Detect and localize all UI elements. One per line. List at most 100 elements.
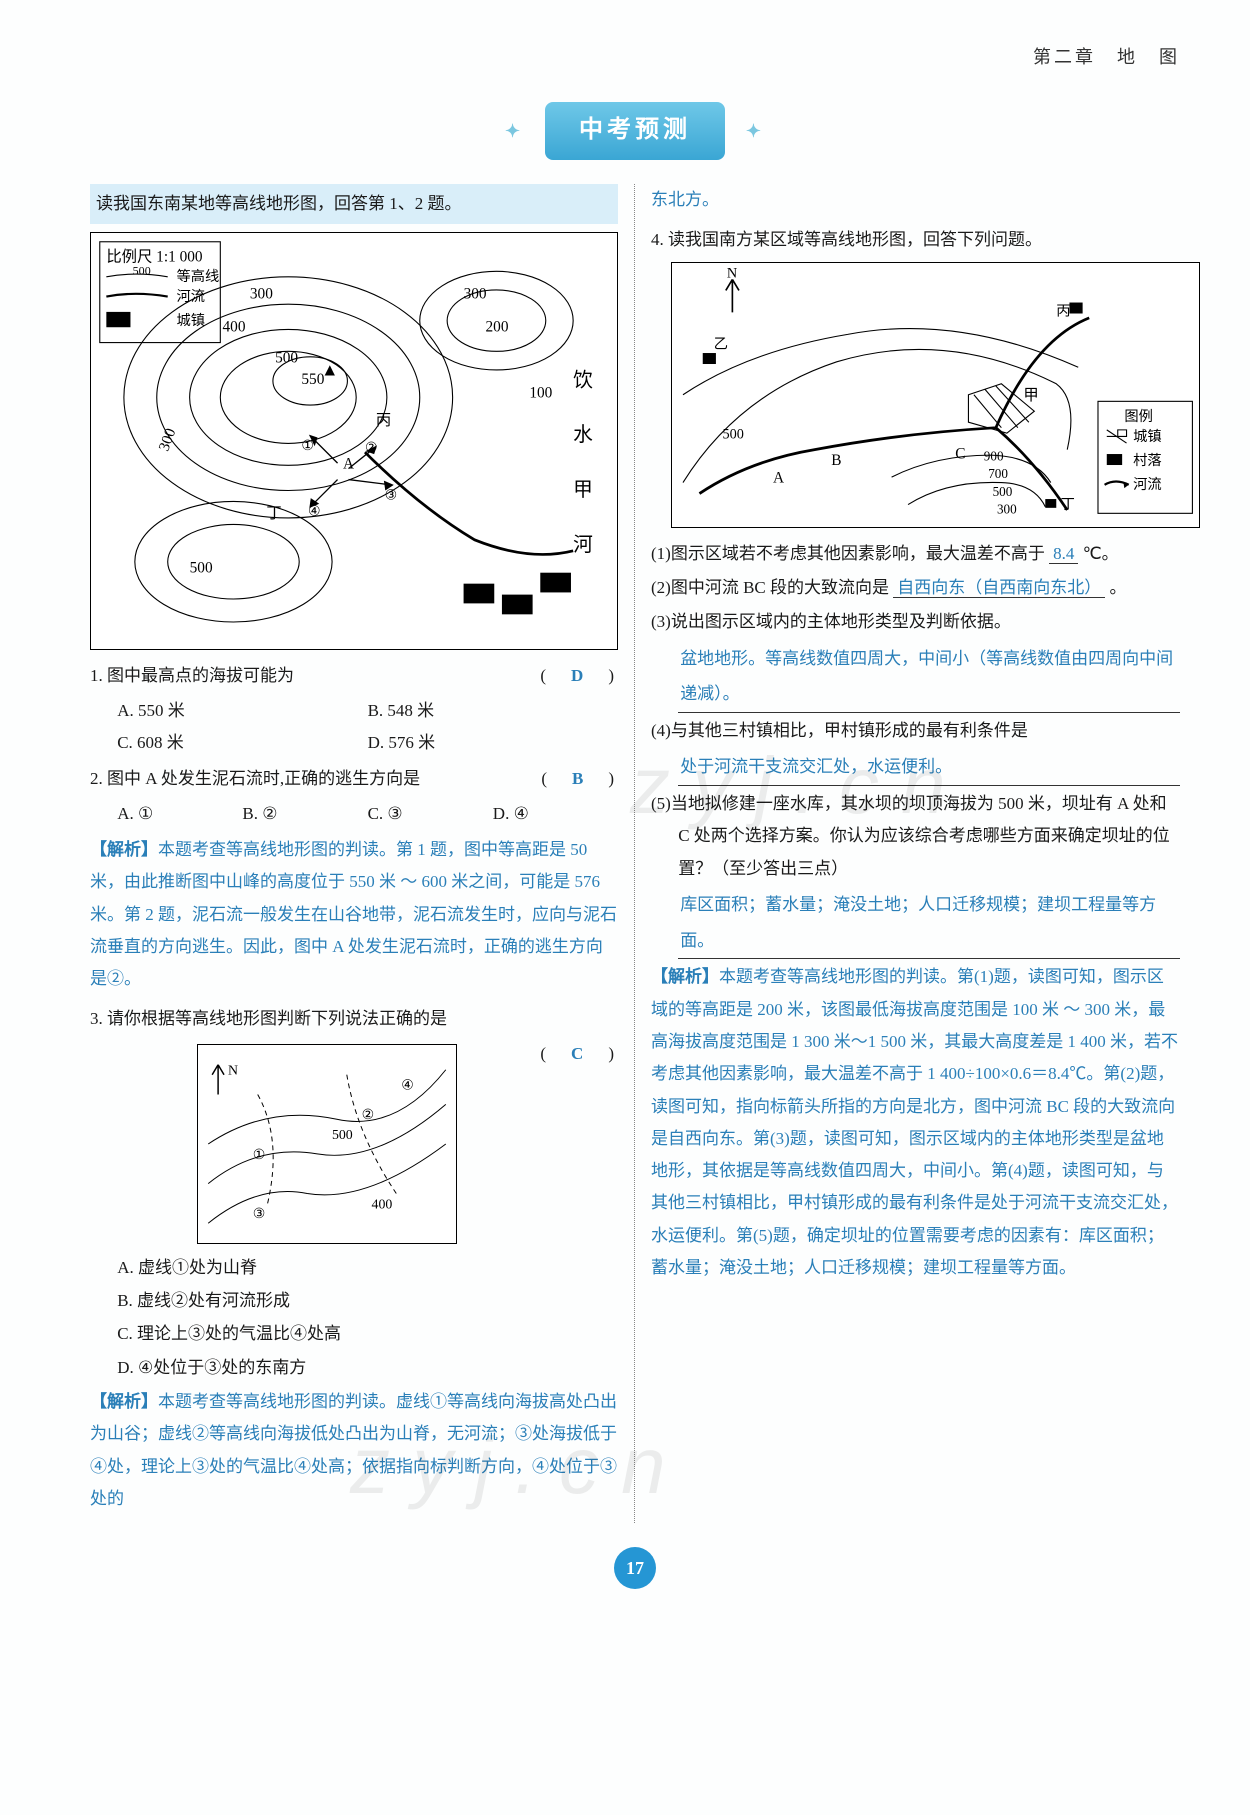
q1-choice-c: C. 608 米	[117, 727, 367, 759]
q4-sub3-answer: 盆地地形。等高线数值四周大，中间小（等高线数值由四周向中间递减）。	[678, 641, 1180, 713]
svg-text:▲: ▲	[321, 360, 338, 380]
svg-text:700: 700	[989, 467, 1009, 482]
q1-stem-text: 1. 图中最高点的海拔可能为	[90, 666, 294, 685]
svg-text:400: 400	[223, 319, 246, 336]
analysis-q3: 【解析】本题考查等高线地形图的判读。虚线①等高线向海拔高处凸出为山谷；虚线②等高…	[90, 1386, 618, 1515]
q1-answer: D	[571, 666, 587, 685]
svg-text:300: 300	[250, 286, 273, 303]
svg-text:500: 500	[332, 1127, 353, 1142]
svg-text:河: 河	[573, 534, 593, 556]
analysis3-tag: 【解析】	[90, 1392, 158, 1411]
svg-text:500: 500	[723, 427, 744, 443]
q2-choices: A. ① B. ② C. ③ D. ④	[90, 798, 618, 830]
q4-sub4-answer: 处于河流干支流交汇处，水运便利。	[678, 749, 1180, 786]
svg-text:④: ④	[401, 1077, 413, 1092]
section-banner: 中考预测	[545, 102, 725, 160]
svg-text:④: ④	[308, 504, 321, 520]
svg-text:300: 300	[997, 502, 1017, 517]
svg-text:N: N	[228, 1062, 238, 1077]
q3-choices: A. 虚线①处为山脊 B. 虚线②处有河流形成 C. 理论上③处的气温比④处高 …	[90, 1252, 618, 1384]
q4-stem: 4. 读我国南方某区域等高线地形图，回答下列问题。	[651, 224, 1180, 256]
right-column: 东北方。 4. 读我国南方某区域等高线地形图，回答下列问题。 N	[635, 184, 1180, 1293]
q4-sub1: (1)图示区域若不考虑其他因素影响，最大温差不高于 8.4 ℃。	[651, 538, 1180, 570]
q4-sub4: (4)与其他三村镇相比，甲村镇形成的最有利条件是	[651, 715, 1180, 747]
svg-text:②: ②	[362, 1107, 374, 1122]
svg-text:A: A	[773, 470, 784, 487]
q1-answer-paren: ( D )	[564, 660, 618, 692]
svg-text:等高线: 等高线	[176, 267, 219, 285]
analysis4-tag: 【解析】	[651, 967, 719, 986]
q2-stem-text: 2. 图中 A 处发生泥石流时,正确的逃生方向是	[90, 769, 420, 788]
banner-wrap: 中考预测	[90, 102, 1180, 160]
analysis3-continuation: 东北方。	[651, 184, 1180, 216]
svg-text:饮: 饮	[573, 369, 593, 391]
q3-choice-b: B. 虚线②处有河流形成	[117, 1285, 618, 1317]
svg-text:丙: 丙	[376, 412, 391, 429]
svg-text:200: 200	[485, 319, 508, 336]
svg-text:③: ③	[253, 1206, 265, 1221]
svg-text:900: 900	[984, 449, 1004, 464]
q3-choice-c: C. 理论上③处的气温比④处高	[117, 1318, 618, 1350]
q4-sub4-text: (4)与其他三村镇相比，甲村镇形成的最有利条件是	[651, 721, 1028, 740]
analysis4-text: 本题考查等高线地形图的判读。第(1)题，读图可知，图示区域的等高距是 200 米…	[651, 967, 1178, 1277]
q1-stem: 1. 图中最高点的海拔可能为 ( D )	[90, 660, 618, 692]
q4-sub3: (3)说出图示区域内的主体地形类型及判断依据。	[651, 606, 1180, 638]
q3-stem: 3. 请你根据等高线地形图判断下列说法正确的是	[90, 1003, 618, 1035]
q3-answer: C	[571, 1044, 587, 1063]
svg-text:河流: 河流	[176, 288, 204, 305]
svg-text:B: B	[832, 452, 842, 469]
svg-text:N: N	[727, 266, 737, 282]
svg-text:甲: 甲	[1024, 388, 1039, 405]
svg-text:①: ①	[301, 438, 314, 454]
q3-choice-a: A. 虚线①处为山脊	[117, 1252, 618, 1284]
svg-text:A: A	[343, 456, 354, 473]
analysis-tag: 【解析】	[90, 840, 158, 859]
svg-text:500: 500	[275, 349, 298, 366]
q2-answer: B	[572, 769, 587, 788]
svg-text:丁: 丁	[1061, 497, 1075, 513]
contour-map-figure-4: N 乙 丙	[671, 262, 1200, 528]
q4-sub5-text: (5)当地拟修建一座水库，其水坝的坝顶海拔为 500 米，坝址有 A 处和 C …	[651, 794, 1170, 878]
q3-stem-text: 3. 请你根据等高线地形图判断下列说法正确的是	[90, 1009, 447, 1028]
q1-choice-d: D. 576 米	[368, 727, 618, 759]
svg-text:丙: 丙	[1057, 304, 1071, 320]
svg-text:400: 400	[372, 1196, 393, 1211]
q2-choice-b: B. ②	[242, 798, 367, 830]
analysis-text: 本题考查等高线地形图的判读。第 1 题，图中等高距是 50 米，由此推断图中山峰…	[90, 840, 617, 988]
svg-text:300: 300	[464, 286, 487, 303]
q4-sub1-answer: 8.4	[1049, 544, 1078, 564]
q2-choice-d: D. ④	[493, 798, 618, 830]
q2-stem: 2. 图中 A 处发生泥石流时,正确的逃生方向是 ( B )	[90, 763, 618, 795]
q4-sub1-text-a: (1)图示区域若不考虑其他因素影响，最大温差不高于	[651, 544, 1045, 563]
analysis-q1-2: 【解析】本题考查等高线地形图的判读。第 1 题，图中等高距是 50 米，由此推断…	[90, 834, 618, 995]
svg-text:甲: 甲	[573, 479, 593, 501]
page-number: 17	[614, 1547, 656, 1589]
q4-sub3-text: (3)说出图示区域内的主体地形类型及判断依据。	[651, 612, 1011, 631]
q2-choice-a: A. ①	[117, 798, 242, 830]
svg-text:城镇: 城镇	[176, 312, 204, 329]
two-column-layout: 读我国东南某地等高线地形图，回答第 1、2 题。 比例尺 1:1 000 500…	[90, 184, 1180, 1523]
svg-text:①: ①	[253, 1147, 265, 1162]
svg-text:河流: 河流	[1134, 477, 1163, 494]
analysis-q4: 【解析】本题考查等高线地形图的判读。第(1)题，读图可知，图示区域的等高距是 2…	[651, 961, 1180, 1284]
svg-text:500: 500	[190, 560, 213, 577]
contour-map-figure-1: 比例尺 1:1 000 500 等高线 河流 城镇	[90, 232, 618, 650]
q1-choices: A. 550 米 B. 548 米 C. 608 米 D. 576 米	[90, 695, 618, 760]
map1-scale: 比例尺 1:1 000	[106, 249, 203, 266]
q4-sub5-answer: 库区面积；蓄水量；淹没土地；人口迁移规模；建坝工程量等方面。	[678, 887, 1180, 959]
q2-choice-c: C. ③	[368, 798, 493, 830]
q4-sub2-answer: 自西向东（自西南向东北）	[893, 578, 1105, 598]
svg-text:100: 100	[529, 384, 552, 401]
instruction-q1-2: 读我国东南某地等高线地形图，回答第 1、2 题。	[90, 184, 618, 224]
svg-text:村落: 村落	[1134, 452, 1163, 469]
q4-sub5: (5)当地拟修建一座水库，其水坝的坝顶海拔为 500 米，坝址有 A 处和 C …	[651, 788, 1180, 885]
contour-map-figure-q3: N ① ② ③ ④ 500 400	[197, 1044, 457, 1244]
q1-choice-a: A. 550 米	[117, 695, 367, 727]
q2-answer-paren: ( B )	[565, 763, 618, 795]
svg-text:500: 500	[993, 484, 1013, 499]
svg-text:图例: 图例	[1125, 408, 1154, 425]
q4-sub2-text: (2)图中河流 BC 段的大致流向是	[651, 578, 889, 597]
left-column: 读我国东南某地等高线地形图，回答第 1、2 题。 比例尺 1:1 000 500…	[90, 184, 635, 1523]
q3-choice-d: D. ④处位于③处的东南方	[117, 1352, 618, 1384]
svg-text:丁: 丁	[266, 505, 281, 522]
